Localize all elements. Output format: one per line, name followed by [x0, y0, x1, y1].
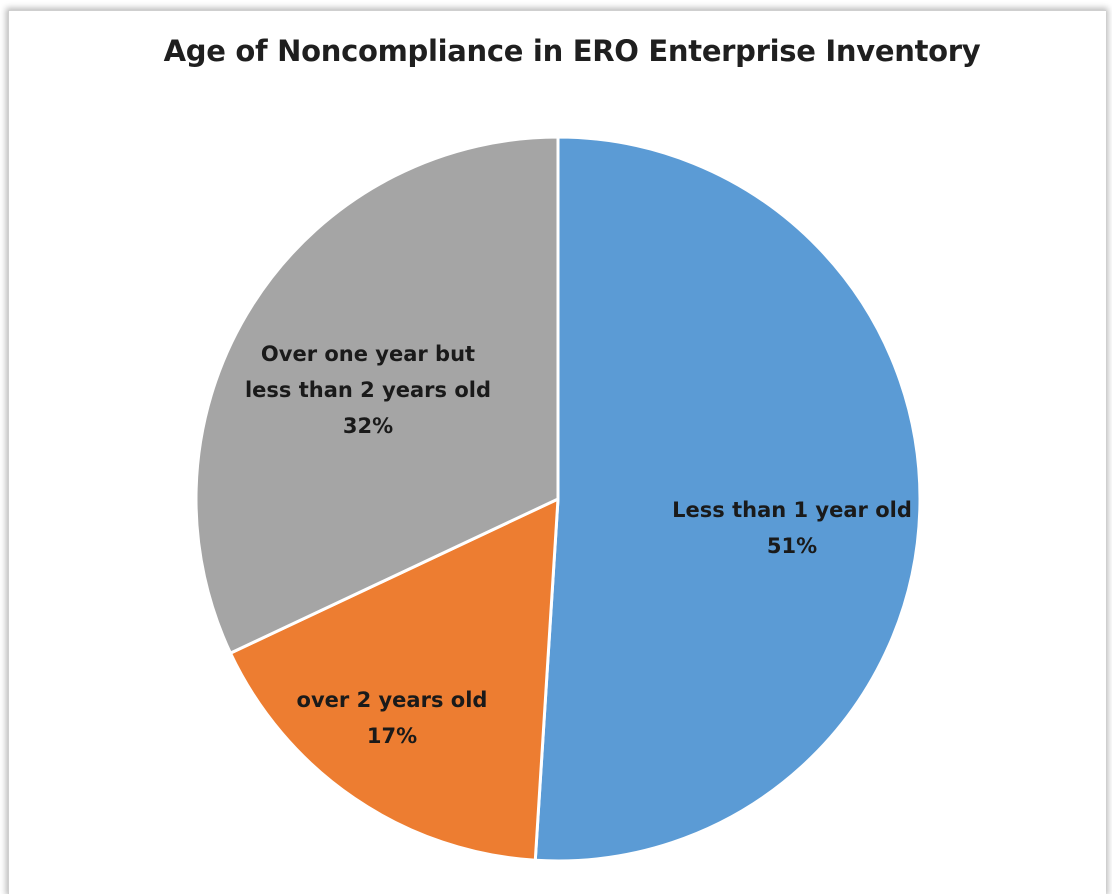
slice-label-2-line-0: Over one year but	[261, 342, 475, 366]
slice-pct-label-2: 32%	[343, 414, 393, 438]
slice-pct-label-0: 51%	[767, 534, 817, 558]
slice-label-2-line-1: less than 2 years old	[245, 378, 491, 402]
slice-pct-label-1: 17%	[367, 724, 417, 748]
pie-slice-0	[533, 135, 922, 863]
slice-label-1-line-0: over 2 years old	[297, 688, 488, 712]
pie-labels: Less than 1 year old 51% over 2 years old 1…	[245, 342, 912, 748]
pie-slice-1	[228, 497, 560, 862]
pie-slice-2	[194, 135, 560, 655]
chart-title: Age of Noncompliance in ERO Enterprise I…	[163, 34, 981, 68]
pie-slices	[194, 135, 922, 863]
slice-label-0-line-0: Less than 1 year old	[672, 498, 912, 522]
